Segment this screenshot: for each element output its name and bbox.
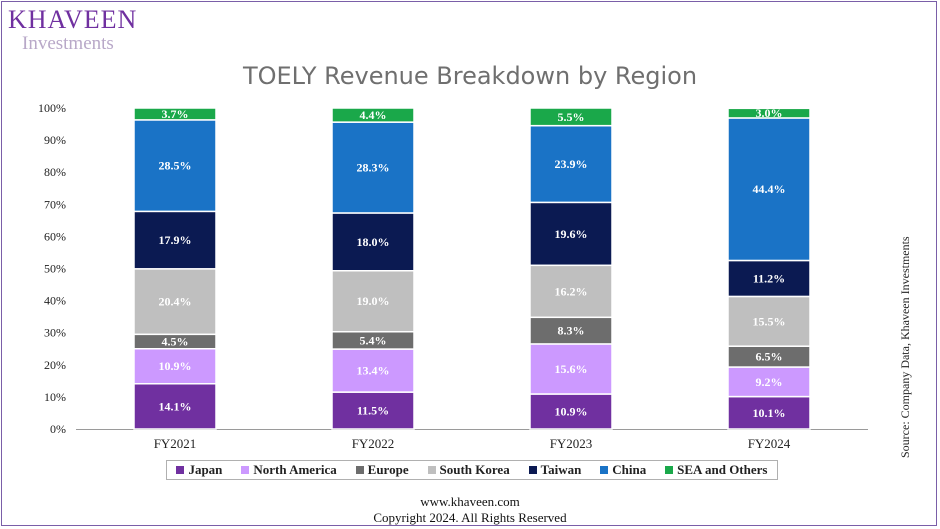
- y-tick-label: 20%: [44, 358, 66, 372]
- bar-segment-china: [529, 124, 613, 204]
- legend-label: Taiwan: [540, 462, 582, 477]
- x-tick-label: FY2022: [352, 436, 395, 451]
- data-label: 16.2%: [555, 284, 588, 298]
- data-label: 23.9%: [555, 157, 588, 171]
- legend-label: Europe: [367, 462, 409, 477]
- legend-swatch: [528, 466, 537, 474]
- data-label: 17.9%: [159, 233, 192, 247]
- bar-segment-north-america: [727, 366, 811, 398]
- source-note: Source: Company Data, Khaveen Investment…: [898, 236, 912, 458]
- y-tick-label: 90%: [44, 133, 66, 147]
- y-tick-label: 30%: [44, 326, 66, 340]
- legend-item: China: [600, 462, 646, 478]
- bar-segment-south-korea: [529, 264, 613, 319]
- y-tick-label: 10%: [44, 390, 66, 404]
- legend-label: South Korea: [439, 462, 510, 477]
- footer-copyright: Copyright 2024. All Rights Reserved: [373, 510, 567, 525]
- data-label: 10.9%: [555, 405, 588, 419]
- data-label: 20.4%: [159, 295, 192, 309]
- bar-segment-sea-and-others: [133, 107, 217, 121]
- y-tick-label: 100%: [38, 101, 66, 115]
- data-label: 14.1%: [159, 399, 192, 413]
- legend-label: SEA and Others: [677, 462, 768, 477]
- bar-segment-sea-and-others: [727, 107, 811, 119]
- legend-item: South Korea: [427, 462, 510, 478]
- legend-swatch: [427, 466, 436, 474]
- bar-segment-japan: [331, 391, 415, 430]
- data-label: 4.5%: [162, 335, 189, 349]
- legend-swatch: [241, 466, 250, 474]
- data-label: 11.2%: [753, 271, 785, 285]
- data-label: 3.7%: [162, 107, 189, 121]
- data-label: 11.5%: [357, 404, 389, 418]
- data-label: 5.4%: [360, 333, 387, 347]
- legend-label: China: [612, 462, 647, 477]
- x-tick-label: FY2023: [550, 436, 593, 451]
- bar-segment-taiwan: [133, 210, 217, 270]
- data-label: 19.0%: [357, 294, 390, 308]
- khaveen-logo: KHAVEEN Investments: [8, 6, 137, 54]
- bar-segment-japan: [727, 395, 811, 430]
- data-label: 28.5%: [159, 159, 192, 173]
- legend-item: Europe: [355, 462, 409, 478]
- bar-segment-europe: [529, 316, 613, 345]
- bar-segment-south-korea: [133, 268, 217, 336]
- data-label: 18.0%: [357, 235, 390, 249]
- legend-swatch: [600, 466, 609, 474]
- bar-segment-sea-and-others: [529, 107, 613, 127]
- bar-segment-north-america: [529, 343, 613, 395]
- chart-title: TOELY Revenue Breakdown by Region: [242, 62, 698, 90]
- bar-segment-china: [727, 117, 811, 262]
- data-label: 10.1%: [753, 406, 786, 420]
- y-tick-label: 0%: [50, 422, 66, 436]
- data-label: 15.6%: [555, 362, 588, 376]
- bar-segment-taiwan: [529, 201, 613, 267]
- data-label: 3.0%: [756, 106, 783, 120]
- y-tick-label: 50%: [44, 262, 66, 276]
- legend-label: Japan: [188, 462, 223, 477]
- footer-website: www.khaveen.com: [420, 494, 520, 509]
- bar-segment-china: [331, 121, 415, 214]
- logo-main-text: KHAVEEN: [8, 5, 138, 34]
- legend-label: North America: [253, 462, 337, 477]
- x-tick-label: FY2021: [154, 436, 197, 451]
- chart-legend: Japan North America Europe South Korea Taiwa…: [166, 460, 778, 480]
- legend-item: North America: [241, 462, 337, 478]
- y-tick-label: 70%: [44, 197, 66, 211]
- data-label: 28.3%: [357, 161, 390, 175]
- legend-item: Taiwan: [528, 462, 582, 478]
- bar-segment-sea-and-others: [331, 107, 415, 123]
- data-label: 4.4%: [360, 108, 387, 122]
- data-label: 9.2%: [756, 375, 783, 389]
- legend-swatch: [355, 466, 364, 474]
- bar-segment-taiwan: [727, 259, 811, 298]
- logo-sub-text: Investments: [22, 33, 114, 54]
- bar-segment-china: [133, 119, 217, 213]
- y-tick-label: 40%: [44, 294, 66, 308]
- legend-swatch: [665, 466, 674, 474]
- legend-item: SEA and Others: [665, 462, 767, 478]
- data-label: 6.5%: [756, 350, 783, 364]
- bar-segment-south-korea: [331, 269, 415, 333]
- x-tick-label: FY2024: [748, 436, 791, 451]
- data-label: 44.4%: [753, 182, 786, 196]
- bar-segment-japan: [529, 393, 613, 430]
- data-label: 10.9%: [159, 359, 192, 373]
- y-tick-label: 60%: [44, 229, 66, 243]
- legend-item: Japan: [176, 462, 222, 478]
- data-label: 5.5%: [558, 110, 585, 124]
- legend-swatch: [176, 466, 185, 474]
- data-label: 19.6%: [555, 227, 588, 241]
- data-label: 15.5%: [753, 314, 786, 328]
- data-label: 8.3%: [558, 324, 585, 338]
- data-label: 13.4%: [357, 364, 390, 378]
- y-tick-label: 80%: [44, 165, 66, 179]
